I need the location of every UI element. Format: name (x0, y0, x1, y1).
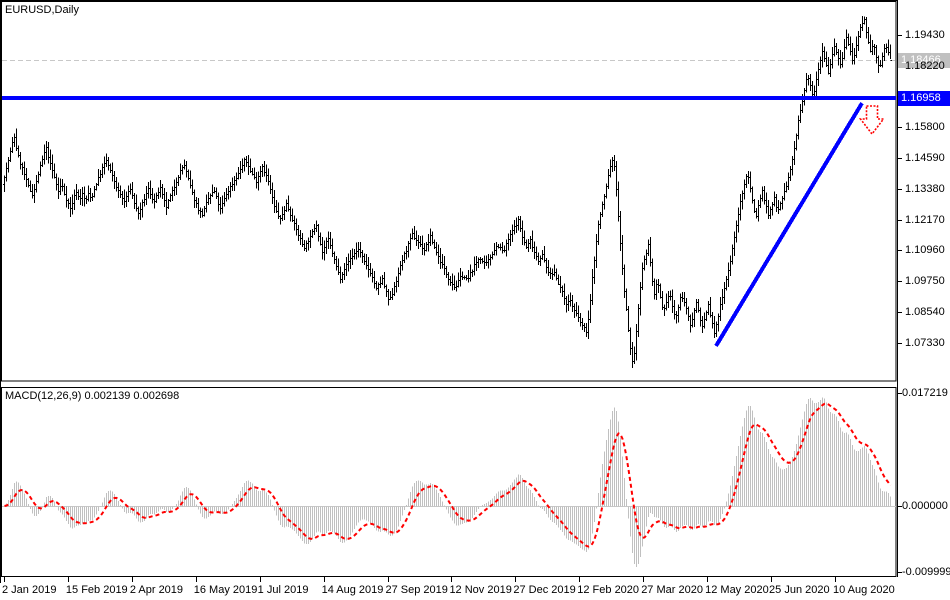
date-axis-label: 10 Aug 2020 (832, 584, 895, 596)
price-axis-label: 1.19430 (905, 28, 945, 41)
price-axis-label: 1.09750 (905, 274, 945, 287)
date-axis-label: 25 Jun 2020 (769, 584, 830, 596)
price-axis-label: 1.14590 (905, 151, 945, 164)
macd-signal-line (4, 402, 892, 548)
current-price-tag: 1.18466 (898, 53, 950, 68)
date-axis-label: 2 Jan 2019 (2, 584, 57, 596)
price-axis-label: 1.12170 (905, 213, 945, 226)
date-axis-label: 27 Sep 2019 (385, 584, 448, 596)
date-axis-label: 15 Feb 2019 (65, 584, 128, 596)
symbol-timeframe-label: EURUSD,Daily (5, 4, 79, 16)
price-bars (3, 16, 892, 369)
date-axis-label: 14 Aug 2019 (321, 584, 384, 596)
macd-indicator-label: MACD(12,26,9) 0.002139 0.002698 (5, 390, 180, 402)
macd-axis-label: 0.017219 (902, 386, 948, 399)
axis-ticks (4, 35, 902, 582)
macd-indicator-panel[interactable] (1, 387, 897, 577)
macd-axis-label: 0.000000 (902, 499, 948, 512)
date-axis-label: 12 Feb 2020 (577, 584, 640, 596)
trend-line[interactable] (714, 102, 864, 347)
price-axis-label: 1.10960 (905, 243, 945, 256)
date-axis-label: 2 Apr 2019 (129, 584, 184, 596)
level-price-tag: 1.16958 (898, 91, 950, 106)
date-axis-label: 1 Jul 2019 (257, 584, 309, 596)
price-axis-label: 1.15800 (905, 120, 945, 133)
macd-axis-label: -0.009999 (902, 565, 950, 578)
price-axis-label: 1.13380 (905, 182, 945, 195)
date-axis-label: 12 Nov 2019 (449, 584, 512, 596)
date-axis-label: 16 May 2019 (193, 584, 258, 596)
price-axis-label: 1.18220 (905, 59, 945, 72)
down-arrow-annotation[interactable] (858, 105, 886, 136)
price-axis-label: 1.07330 (905, 336, 945, 349)
price-axis-label: 1.08540 (905, 305, 945, 318)
date-axis-label: 27 Dec 2019 (513, 584, 576, 596)
main-price-panel[interactable] (1, 1, 897, 382)
date-axis-label: 12 May 2020 (705, 584, 769, 596)
date-axis-label: 27 Mar 2020 (641, 584, 703, 596)
